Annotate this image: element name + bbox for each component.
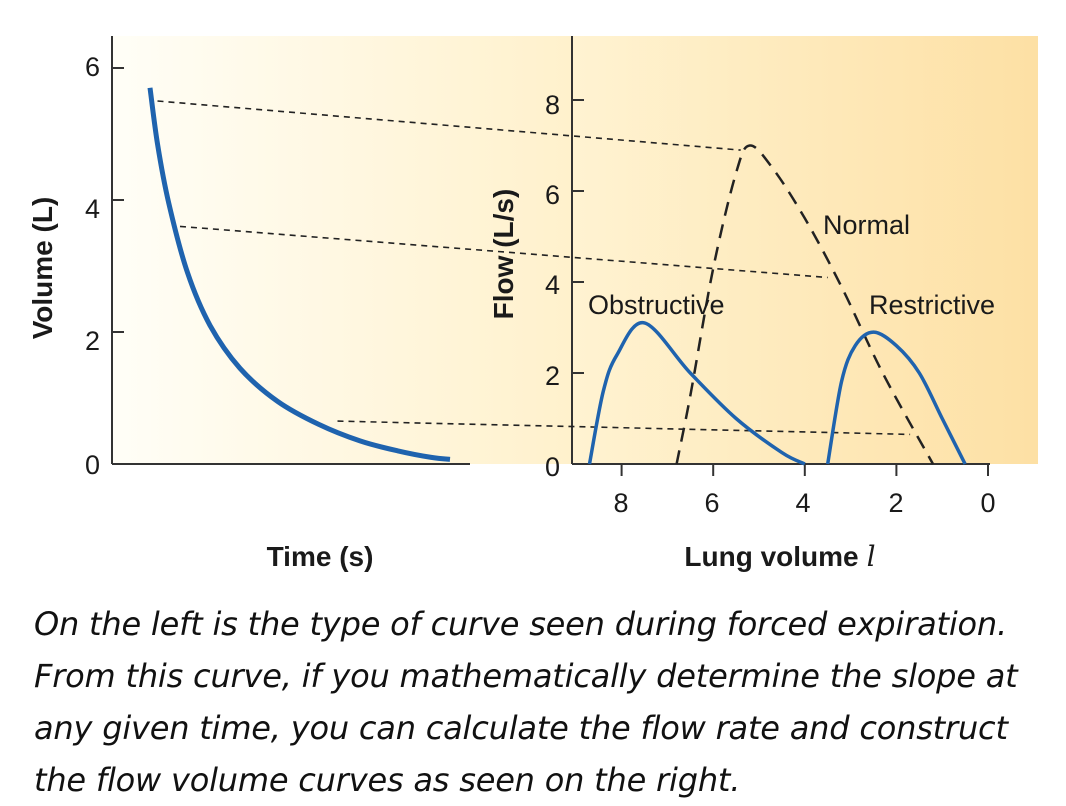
left-ytick-label-4: 4 (85, 194, 100, 224)
right-x-axis-title-text: Lung volume (684, 541, 858, 572)
right-plot-background (572, 36, 1038, 464)
left-plot-background (112, 36, 572, 464)
right-ytick-label-6: 6 (545, 180, 560, 210)
left-y-ticks (112, 67, 124, 465)
right-ytick-label-4: 4 (545, 270, 560, 300)
left-ytick-label-6: 6 (85, 52, 100, 82)
normal-curve (675, 144, 935, 465)
right-xtick-label-4: 4 (795, 488, 810, 518)
normal-label: Normal (823, 210, 910, 240)
right-y-axis-title: Flow (L/s) (488, 189, 519, 320)
connector-lines (157, 100, 911, 436)
left-ytick-label-0: 0 (85, 450, 100, 480)
restrictive-label: Restrictive (869, 290, 995, 320)
restrictive-curve (825, 330, 967, 465)
left-axes (111, 36, 470, 465)
left-ytick-label-2: 2 (85, 326, 100, 356)
connector-line-3 (337, 420, 911, 436)
right-xtick-label-6: 6 (704, 488, 719, 518)
obstructive-label: Obstructive (588, 290, 725, 320)
obstructive-curve (587, 321, 806, 466)
right-xtick-label-2: 2 (888, 488, 903, 518)
right-ytick-label-0: 0 (545, 452, 560, 482)
left-x-axis-title: Time (s) (267, 541, 374, 572)
right-x-axis-title: Lung volume l (684, 540, 875, 573)
right-y-ticks (572, 99, 584, 465)
connector-line-2 (179, 225, 828, 279)
figure-caption: On the left is the type of curve seen du… (34, 605, 1018, 799)
left-y-axis-title: Volume (L) (27, 197, 58, 340)
right-xtick-label-8: 8 (613, 488, 628, 518)
volume-time-curve (147, 87, 451, 462)
right-xtick-label-0: 0 (980, 488, 995, 518)
right-ytick-label-8: 8 (545, 90, 560, 120)
flow-volume-figure: 0 2 4 6 0 2 4 6 8 8 6 4 2 0 Volume (L) F… (27, 36, 1038, 573)
right-x-ticks (620, 464, 989, 476)
right-x-axis-title-symbol: l (867, 540, 876, 573)
right-axes (571, 36, 990, 465)
connector-line-1 (157, 100, 741, 151)
right-ytick-label-2: 2 (545, 361, 560, 391)
